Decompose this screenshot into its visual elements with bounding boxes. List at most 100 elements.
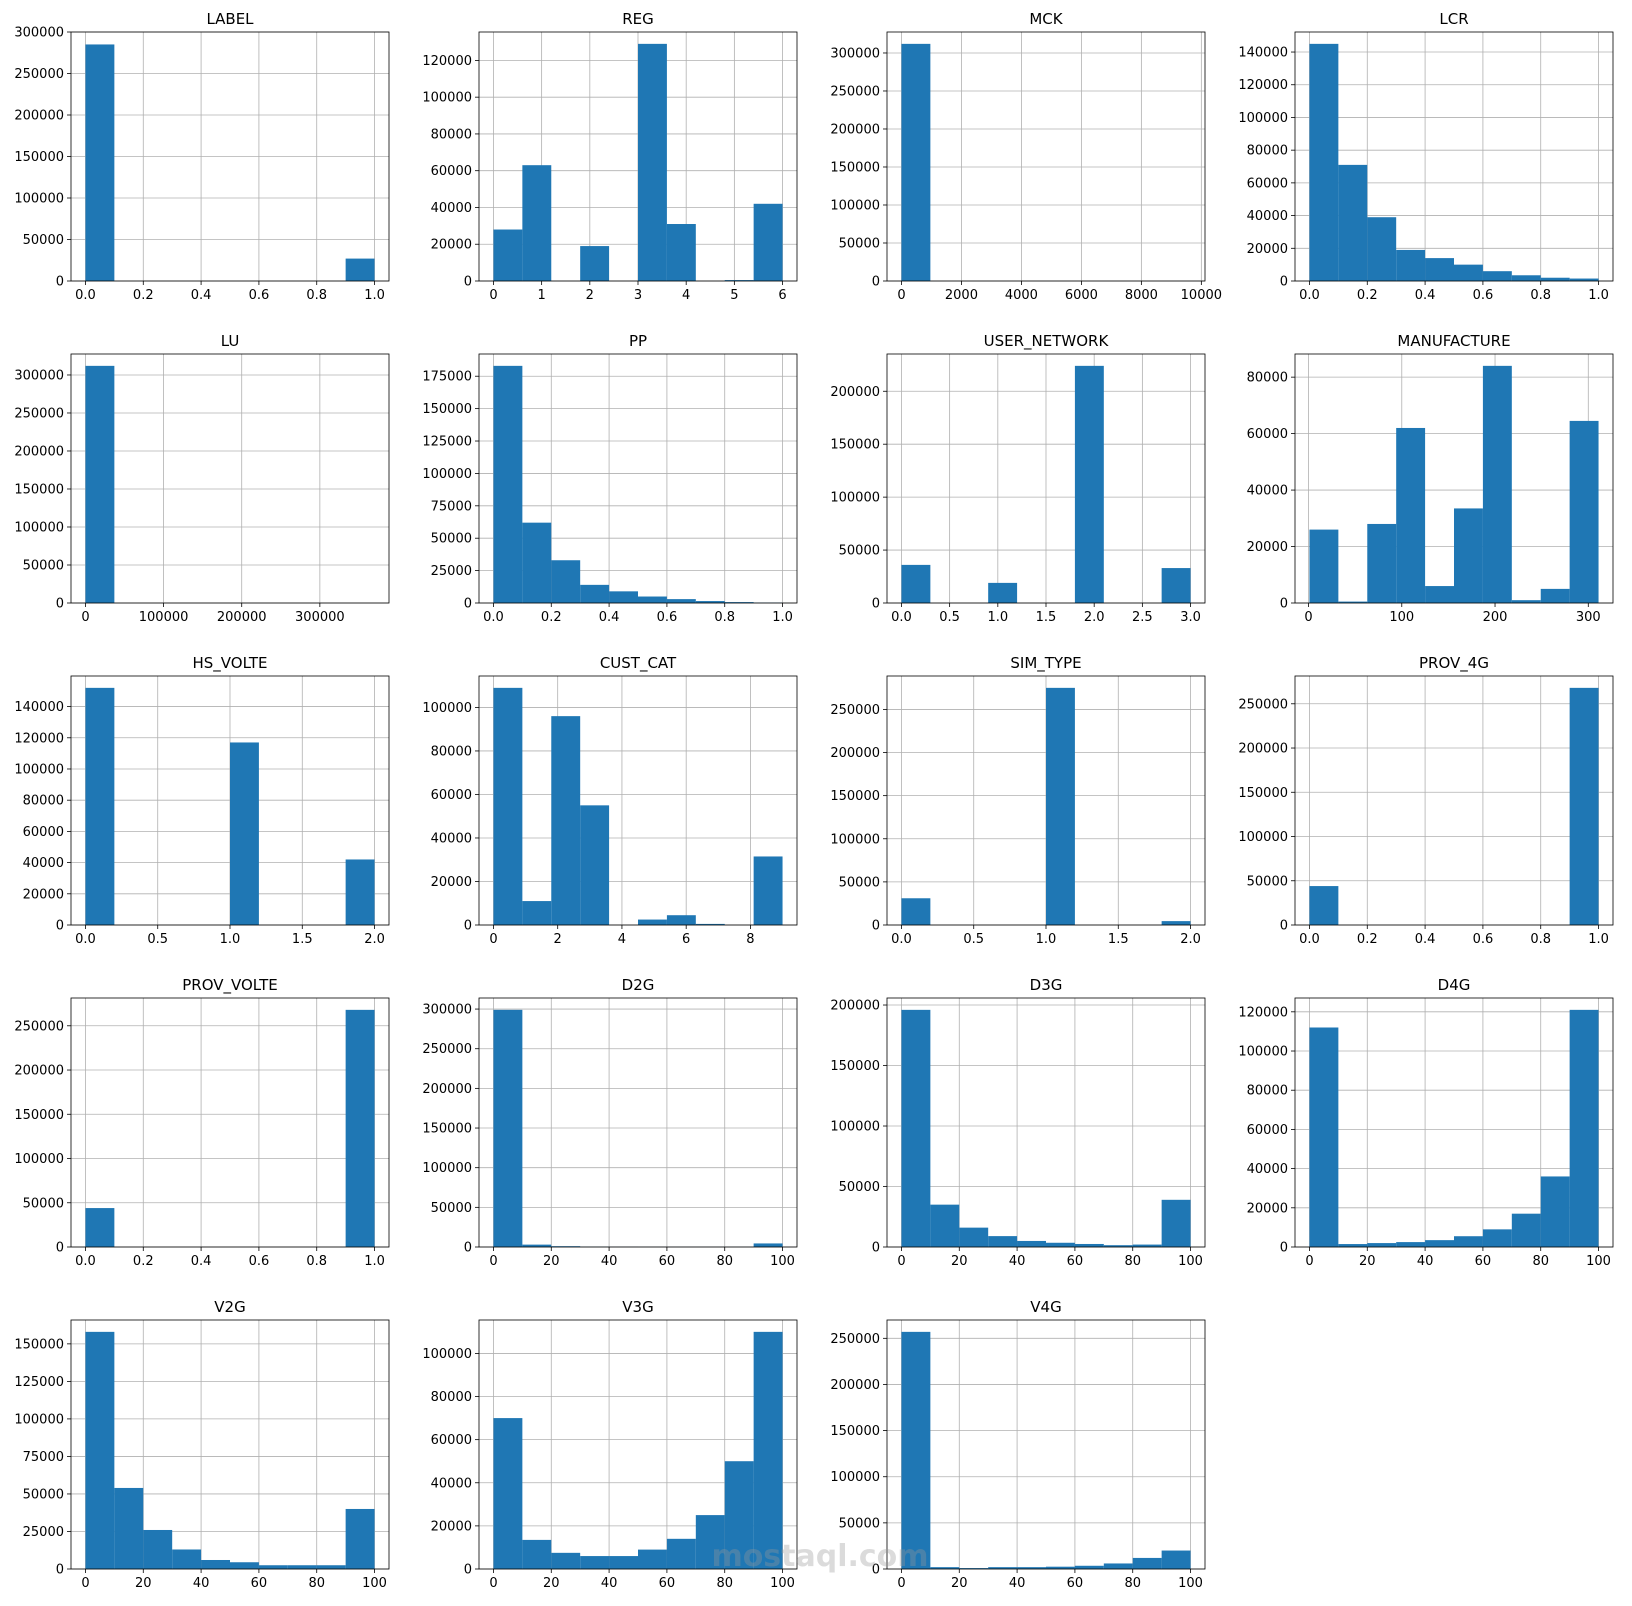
histogram-bar xyxy=(1338,601,1368,603)
y-tick-label: 100000 xyxy=(422,1347,472,1362)
y-tick-label: 25000 xyxy=(23,1525,64,1540)
x-tick-label: 2.0 xyxy=(1180,932,1201,947)
axes-frame xyxy=(1294,997,1614,1248)
subplot: 0 2000 4000 6000 8000 10000050000100000150000… xyxy=(830,10,1222,303)
histogram-bar xyxy=(1511,600,1541,603)
y-tick-label: 0 xyxy=(872,919,880,934)
axes-frame xyxy=(1294,675,1614,926)
chart-title: LU xyxy=(221,332,240,350)
x-tick-label: 0 xyxy=(81,610,89,625)
x-tick-label: 0.8 xyxy=(306,1254,327,1269)
y-tick-label: 250000 xyxy=(830,703,880,718)
x-tick-label: 0.0 xyxy=(75,288,96,303)
histogram-bar xyxy=(638,919,667,925)
y-tick-label: 100000 xyxy=(830,198,880,213)
x-tick-label: 0.8 xyxy=(714,610,735,625)
y-tick-label: 200000 xyxy=(830,746,880,761)
y-tick-label: 50000 xyxy=(839,1180,880,1195)
y-tick-label: 40000 xyxy=(1247,209,1288,224)
histogram-bar xyxy=(1569,420,1599,603)
histogram-bar xyxy=(114,1487,144,1569)
histogram-bar xyxy=(901,1009,931,1247)
x-tick-label: 100 xyxy=(362,1576,387,1591)
y-tick-label: 250000 xyxy=(14,67,64,82)
histogram-bar xyxy=(580,584,610,603)
x-tick-label: 1.0 xyxy=(220,932,241,947)
y-tick-label: 0 xyxy=(1280,919,1288,934)
histogram-bar xyxy=(1454,264,1483,281)
histogram-bar xyxy=(493,687,523,925)
histogram-bar xyxy=(753,1243,783,1247)
histogram-bar xyxy=(1309,1027,1339,1247)
x-tick-label: 0 xyxy=(1305,1254,1313,1269)
y-tick-label: 0 xyxy=(1280,1241,1288,1256)
histogram-bar xyxy=(1425,258,1454,281)
y-tick-label: 80000 xyxy=(23,794,64,809)
y-tick-label: 0 xyxy=(464,919,472,934)
histogram-bar xyxy=(1540,588,1570,603)
y-tick-label: 40000 xyxy=(23,856,64,871)
y-tick-label: 100000 xyxy=(830,1120,880,1135)
x-tick-label: 0.8 xyxy=(1530,288,1551,303)
y-tick-label: 50000 xyxy=(431,532,472,547)
histogram-bar xyxy=(201,1559,230,1569)
histogram-bar xyxy=(345,859,375,925)
y-tick-label: 125000 xyxy=(422,435,472,450)
x-tick-label: 0.4 xyxy=(191,1254,212,1269)
histogram-bar xyxy=(988,1567,1018,1569)
watermark: mostaql.com xyxy=(711,1539,928,1574)
y-tick-label: 100000 xyxy=(14,520,64,535)
x-tick-label: 20 xyxy=(543,1576,560,1591)
histogram-bar xyxy=(638,1549,667,1569)
y-tick-label: 175000 xyxy=(422,370,472,385)
y-tick-label: 80000 xyxy=(1247,1084,1288,1099)
x-tick-label: 80 xyxy=(1532,1254,1549,1269)
x-tick-label: 300 xyxy=(1576,610,1601,625)
x-tick-label: 0.2 xyxy=(1357,932,1378,947)
y-tick-label: 150000 xyxy=(422,402,472,417)
x-tick-label: 0.0 xyxy=(891,932,912,947)
histogram-bar xyxy=(1132,1557,1162,1569)
axes-frame xyxy=(478,675,798,926)
histogram-bar xyxy=(638,43,667,281)
y-tick-label: 100000 xyxy=(422,467,472,482)
histogram-bar xyxy=(1046,687,1075,925)
histogram-bar xyxy=(316,1565,346,1569)
chart-title: MCK xyxy=(1029,10,1063,28)
x-tick-label: 40 xyxy=(193,1576,210,1591)
y-tick-label: 0 xyxy=(1280,597,1288,612)
histogram-bar xyxy=(1482,271,1512,281)
histogram-bar xyxy=(1569,1009,1599,1247)
histogram-bar xyxy=(522,1244,552,1247)
y-tick-label: 80000 xyxy=(1247,371,1288,386)
subplot: 0.0 0.5 1.0 1.5 2.0 2.5 3.0 0 50000 100000 150000 2… xyxy=(830,332,1206,625)
x-tick-label: 100 xyxy=(1389,610,1414,625)
histogram-bar xyxy=(580,805,610,925)
histogram-bar xyxy=(1074,1565,1104,1569)
y-tick-label: 150000 xyxy=(1238,786,1288,801)
histogram-bar xyxy=(493,1418,523,1569)
y-tick-label: 0 xyxy=(464,1563,472,1578)
chart-title: V2G xyxy=(214,1298,245,1316)
y-tick-label: 200000 xyxy=(830,122,880,137)
x-tick-label: 1 xyxy=(537,288,545,303)
y-tick-label: 100000 xyxy=(14,762,64,777)
x-tick-label: 200 xyxy=(1483,610,1508,625)
y-tick-label: 20000 xyxy=(1247,242,1288,257)
histogram-bar xyxy=(580,246,610,281)
x-tick-label: 0.6 xyxy=(1473,932,1494,947)
y-tick-label: 150000 xyxy=(830,789,880,804)
histogram-bar xyxy=(1309,529,1339,603)
x-tick-label: 0.4 xyxy=(599,610,620,625)
histogram-bar xyxy=(1540,1176,1570,1247)
subplot: 0 100 200 300 0 20000 40000 60000 80000 MANUFACTU… xyxy=(1247,332,1614,625)
chart-title: D3G xyxy=(1030,976,1063,994)
x-tick-label: 5 xyxy=(730,288,738,303)
x-tick-label: 8 xyxy=(746,932,754,947)
x-tick-label: 0.0 xyxy=(75,932,96,947)
y-tick-label: 50000 xyxy=(23,233,64,248)
y-tick-label: 200000 xyxy=(422,1082,472,1097)
histogram-bar xyxy=(724,602,754,603)
x-tick-label: 60 xyxy=(1067,1576,1084,1591)
